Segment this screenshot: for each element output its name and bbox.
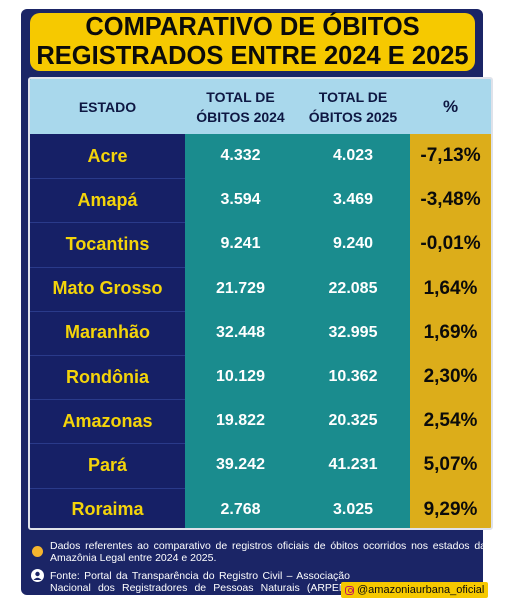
info-bullet-icon xyxy=(32,546,43,557)
col-2025-bg xyxy=(296,134,410,528)
state-cell: Pará xyxy=(87,454,128,475)
row-divider xyxy=(30,310,185,312)
state-cell: Maranhão xyxy=(64,322,151,343)
footnotes: Dados referentes ao comparativo de regis… xyxy=(28,534,493,606)
variation-cell: -7,13% xyxy=(420,145,481,166)
obitos-2025-cell: 41.231 xyxy=(328,456,378,474)
page-title: COMPARATIVO DE ÓBITOS REGISTRADOS ENTRE … xyxy=(30,13,475,71)
obitos-2024-cell: 21.729 xyxy=(216,279,265,297)
table-row: Acre 4.332 4.023 -7,13% xyxy=(30,134,491,178)
obitos-2025-cell: 9.240 xyxy=(332,235,374,253)
header-2025-line1: TOTAL DE xyxy=(318,88,388,105)
obitos-2025-cell: 3.469 xyxy=(332,191,374,209)
obitos-2025-cell: 32.995 xyxy=(328,323,378,341)
table-row: Roraima 2.768 3.025 9,29% xyxy=(30,487,491,528)
variation-cell: 5,07% xyxy=(423,454,478,476)
obitos-2024-cell: 32.448 xyxy=(216,323,265,341)
state-cell: Amapá xyxy=(77,189,138,210)
obitos-2025-cell: 4.023 xyxy=(332,147,374,164)
row-divider xyxy=(30,355,185,356)
table-row: Tocantins 9.241 9.240 -0,01% xyxy=(30,222,491,266)
header-total-2025: TOTAL DE ÓBITOS 2025 xyxy=(296,79,410,134)
table-row: Mato Grosso 21.729 22.085 1,64% xyxy=(30,266,491,311)
title-line-2: REGISTRADOS ENTRE 2024 E 2025 xyxy=(36,42,469,70)
obitos-2024-cell: 10.129 xyxy=(216,368,265,385)
row-divider xyxy=(30,178,185,180)
obitos-2025-cell: 22.085 xyxy=(328,279,378,297)
obitos-2025-cell: 3.025 xyxy=(332,500,374,518)
obitos-2024-cell: 2.768 xyxy=(220,500,261,518)
header-2025-line2: ÓBITOS 2025 xyxy=(308,108,398,125)
instagram-handle-text: @amazoniaurbana_oficial xyxy=(357,584,485,596)
state-cell: Amazonas xyxy=(62,410,153,431)
row-divider xyxy=(30,399,185,401)
header-percent: % xyxy=(442,96,459,116)
note-source: Fonte: Portal da Transparência do Regist… xyxy=(50,570,350,606)
state-cell: Mato Grosso xyxy=(52,278,163,299)
col-2024-bg xyxy=(185,134,296,528)
data-table: ESTADO TOTAL DE ÓBITOS 2024 TOTAL DE ÓBI… xyxy=(28,77,493,530)
state-cell: Acre xyxy=(87,145,128,166)
table-row: Amapá 3.594 3.469 -3,48% xyxy=(30,178,491,222)
table-row: Pará 39.242 41.231 5,07% xyxy=(30,443,491,487)
obitos-2024-cell: 4.332 xyxy=(220,147,261,164)
row-divider xyxy=(30,443,185,445)
variation-cell: 2,54% xyxy=(423,410,478,432)
header-2024-line2: ÓBITOS 2024 xyxy=(196,108,285,125)
variation-cell: 2,30% xyxy=(423,366,478,387)
row-divider xyxy=(30,222,185,224)
obitos-2024-cell: 39.242 xyxy=(216,456,265,474)
variation-cell: -3,48% xyxy=(420,189,481,211)
obitos-2025-cell: 10.362 xyxy=(328,368,378,385)
variation-cell: -0,01% xyxy=(420,233,481,255)
variation-cell: 1,64% xyxy=(423,277,478,299)
instagram-handle[interactable]: @amazoniaurbana_oficial xyxy=(341,582,489,598)
row-divider xyxy=(30,266,185,268)
obitos-2025-cell: 20.325 xyxy=(328,412,378,430)
header-2024-line1: TOTAL DE xyxy=(206,88,275,105)
obitos-2024-cell: 19.822 xyxy=(216,412,265,430)
title-line-1: COMPARATIVO DE ÓBITOS xyxy=(85,13,420,41)
variation-cell: 1,69% xyxy=(423,321,478,343)
state-cell: Roraima xyxy=(71,499,144,520)
pct-column-bg xyxy=(410,134,491,528)
state-cell: Rondônia xyxy=(66,366,149,387)
variation-cell: 9,29% xyxy=(423,498,478,520)
state-cell: Tocantins xyxy=(65,233,150,254)
state-column-bg xyxy=(30,134,185,528)
table-row: Rondônia 10.129 10.362 2,30% xyxy=(30,355,491,399)
note-data-description: Dados referentes ao comparativo de regis… xyxy=(50,540,486,564)
header-total-2024: TOTAL DE ÓBITOS 2024 xyxy=(185,79,296,134)
table-header: ESTADO TOTAL DE ÓBITOS 2024 TOTAL DE ÓBI… xyxy=(30,79,491,134)
obitos-2024-cell: 9.241 xyxy=(220,235,261,253)
instagram-icon xyxy=(345,585,354,595)
person-icon xyxy=(31,569,44,582)
row-divider xyxy=(30,487,185,489)
table-row: Amazonas 19.822 20.325 2,54% xyxy=(30,399,491,443)
table-row: Maranhão 32.448 32.995 1,69% xyxy=(30,310,491,355)
header-estado: ESTADO xyxy=(78,98,137,115)
obitos-2024-cell: 3.594 xyxy=(220,191,261,209)
